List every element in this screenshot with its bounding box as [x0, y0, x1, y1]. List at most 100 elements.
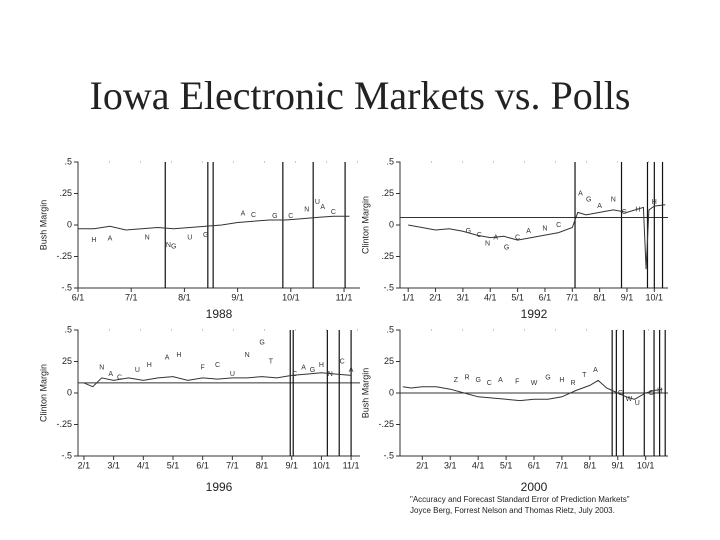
poll-point: A [241, 211, 246, 218]
x-tick-label: 8/1 [593, 292, 606, 302]
y-tick-label: -.25 [56, 419, 72, 429]
y-tick-label: 0 [389, 219, 394, 229]
poll-point: A [165, 355, 170, 362]
poll-point: G [586, 197, 591, 204]
x-axis-label: 1996 [206, 480, 233, 494]
poll-point: C [117, 375, 122, 382]
poll-point: R [571, 380, 576, 387]
x-tick-label: 5/1 [500, 460, 513, 470]
x-axis-label: 1988 [206, 307, 233, 321]
poll-point: G [545, 375, 550, 382]
poll-point: N [99, 365, 104, 372]
poll-point: G [466, 228, 471, 235]
x-tick-label: 2/1 [416, 460, 429, 470]
y-tick-label: .5 [64, 156, 72, 166]
y-axis-label: Bush Margin [38, 200, 48, 251]
y-axis-label: Bush Margin [360, 368, 370, 419]
market-line [83, 372, 352, 388]
y-tick-label: 0 [67, 387, 72, 397]
poll-point: R [464, 375, 469, 382]
poll-point: G [272, 213, 277, 220]
poll-point: C [477, 232, 482, 239]
poll-point: G [475, 377, 480, 384]
poll-point: H [176, 352, 181, 359]
poll-point: Z [454, 377, 459, 384]
poll-point: N [328, 371, 333, 378]
poll-point: H [91, 237, 96, 244]
poll-point: C [515, 234, 520, 241]
x-tick-label: 3/1 [444, 460, 457, 470]
x-tick-label: 8/1 [178, 292, 191, 302]
poll-point: W [531, 380, 538, 387]
y-tick-label: 25 [62, 356, 72, 366]
x-tick-label: 4/1 [484, 292, 497, 302]
y-tick-label: -.5 [383, 450, 394, 460]
poll-point: A [108, 371, 113, 378]
poll-point: C [649, 390, 654, 397]
market-line [402, 379, 663, 402]
poll-point: A [108, 236, 113, 243]
x-tick-label: 11/1 [336, 292, 353, 302]
poll-point: G [259, 339, 264, 346]
x-tick-label: 10/1 [637, 460, 655, 470]
x-tick-label: 11/1 [343, 460, 360, 470]
x-tick-label: 6/1 [72, 292, 85, 302]
x-tick-label: 7/1 [566, 292, 579, 302]
poll-point: A [349, 367, 354, 374]
poll-point: W [626, 396, 633, 403]
poll-point: N [485, 241, 490, 248]
x-axis-label: 2000 [521, 480, 548, 494]
x-tick-label: 6/1 [528, 460, 541, 470]
poll-point: T [582, 372, 587, 379]
poll-point: H [559, 377, 564, 384]
poll-point: G [310, 367, 315, 374]
y-tick-label: -.5 [61, 282, 72, 292]
y-tick-label: .25 [59, 188, 72, 198]
poll-point: A [578, 190, 583, 197]
x-tick-label: 9/1 [621, 292, 634, 302]
x-tick-label: 6/1 [539, 292, 552, 302]
poll-point: C [487, 380, 492, 387]
poll-point: N [245, 352, 250, 359]
y-tick-label: 0 [67, 219, 72, 229]
poll-point: N [304, 207, 309, 214]
x-tick-label: 7/1 [556, 460, 569, 470]
poll-point: C [292, 371, 297, 378]
citation: "Accuracy and Forecast Standard Error of… [410, 495, 630, 504]
poll-point: C [622, 209, 627, 216]
poll-point: F [515, 379, 519, 386]
market-line [408, 204, 666, 270]
y-tick-label: -.5 [61, 450, 72, 460]
y-axis-label: Clinton Margin [360, 196, 370, 254]
x-tick-label: 3/1 [457, 292, 470, 302]
y-tick-label: -.5 [383, 282, 394, 292]
poll-point: U [230, 371, 235, 378]
x-tick-label: 10/1 [313, 460, 331, 470]
poll-point: A [301, 365, 306, 372]
poll-point: U [135, 367, 140, 374]
poll-point: C [251, 212, 256, 219]
y-tick-label: .5 [386, 324, 394, 334]
x-tick-label: 5/1 [511, 292, 524, 302]
x-tick-label: 10/1 [282, 292, 300, 302]
x-tick-label: 6/1 [196, 460, 209, 470]
x-tick-label: 4/1 [137, 460, 150, 470]
y-tick-label: .25 [381, 188, 394, 198]
poll-point: N [145, 234, 150, 241]
poll-point: G [171, 243, 176, 250]
poll-point: G [618, 390, 623, 397]
poll-point: T [269, 358, 274, 365]
x-tick-label: 5/1 [167, 460, 180, 470]
poll-point: A [498, 377, 503, 384]
poll-point: C [556, 222, 561, 229]
poll-point: G [203, 232, 208, 239]
poll-point: U [315, 199, 320, 206]
x-tick-label: 9/1 [231, 292, 244, 302]
x-tick-label: 8/1 [256, 460, 269, 470]
poll-point: A [597, 203, 602, 210]
poll-point: N [166, 242, 171, 249]
poll-point: A [526, 228, 531, 235]
y-tick-label: -.25 [378, 419, 394, 429]
y-axis-label: Clinton Margin [38, 364, 48, 422]
poll-point: F [201, 365, 205, 372]
